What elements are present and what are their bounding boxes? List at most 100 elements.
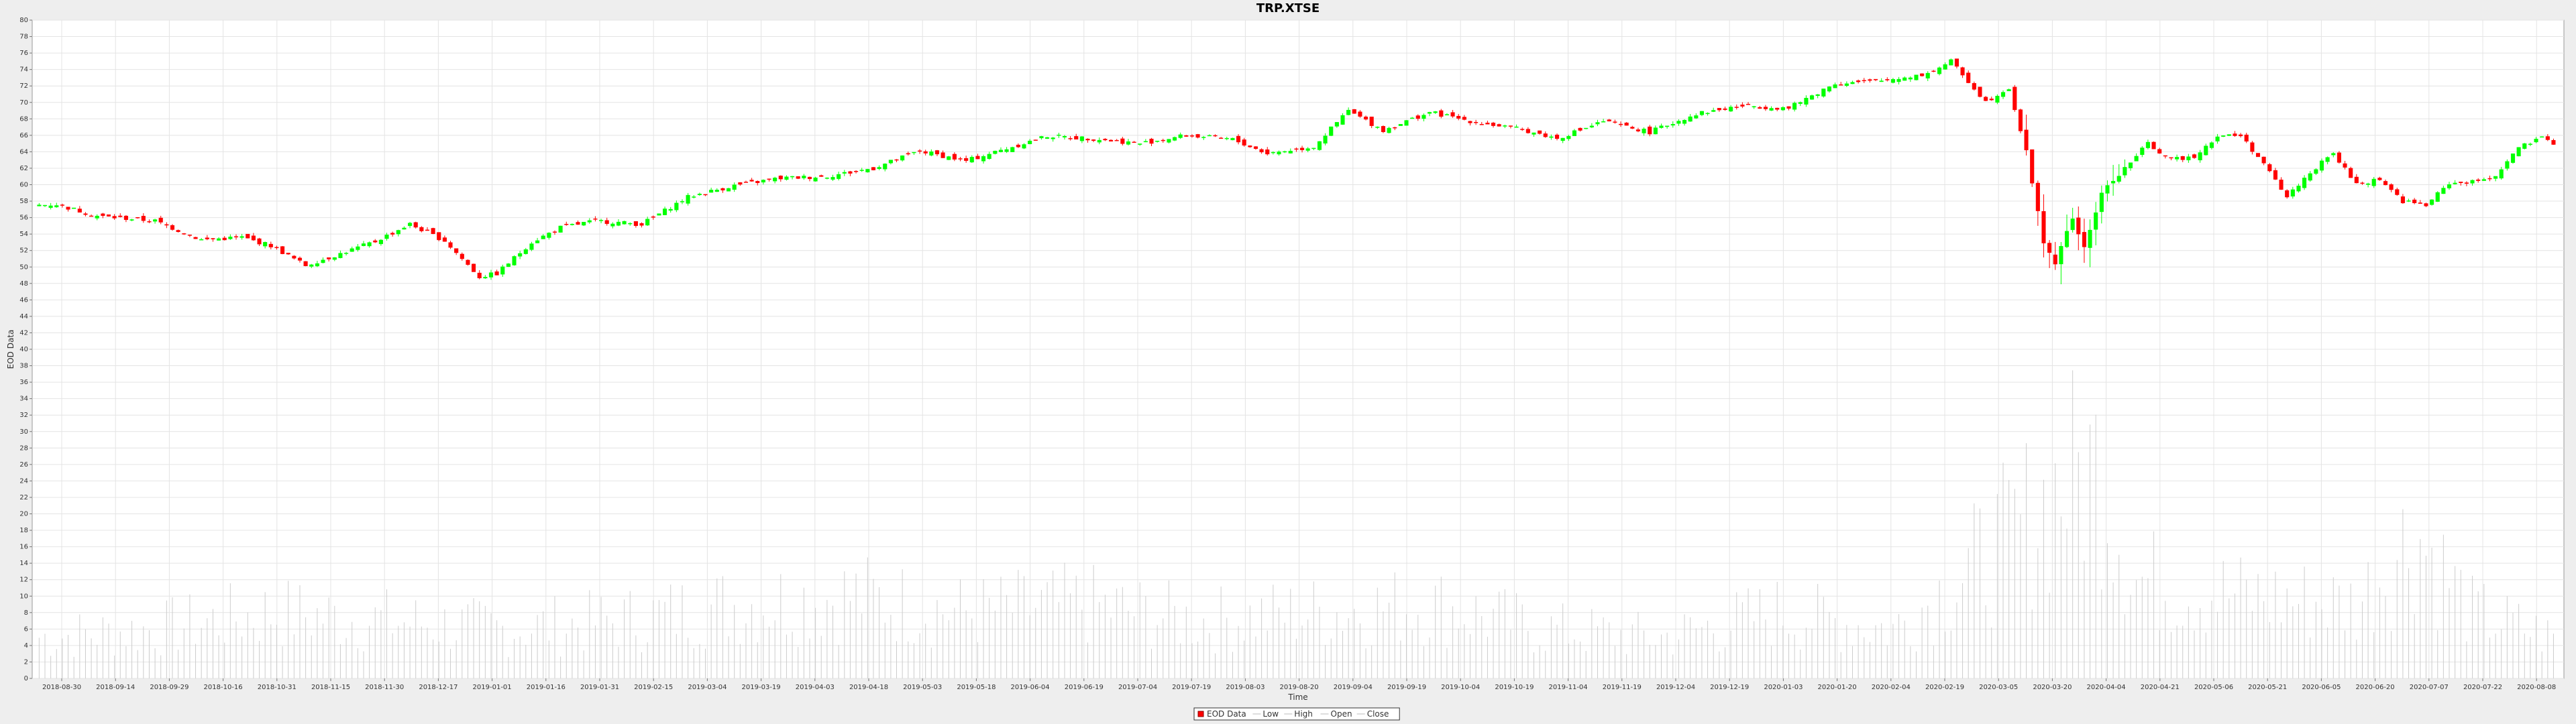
y-tick-label: 52 xyxy=(19,247,28,255)
candle-body xyxy=(633,221,638,226)
grid-lines xyxy=(32,19,2564,679)
candle-body xyxy=(1850,82,1855,84)
candle-body xyxy=(610,223,615,227)
candle-body xyxy=(570,224,574,225)
candle-body xyxy=(2319,160,2324,171)
x-tick-label: 2018-11-30 xyxy=(365,684,404,691)
candle-body xyxy=(1456,115,1461,119)
candle-body xyxy=(378,239,383,245)
x-tick-label: 2019-10-19 xyxy=(1495,684,1534,691)
candle-body xyxy=(2018,109,2023,131)
candle-body xyxy=(136,217,140,219)
candle-body xyxy=(1543,133,1548,137)
x-tick-label: 2020-07-07 xyxy=(2410,684,2449,691)
candle-body xyxy=(1462,117,1466,120)
legend-label-low: Low xyxy=(1263,709,1279,719)
candle-body xyxy=(1044,137,1050,139)
candle-body xyxy=(1068,138,1073,139)
x-tick-label: 2018-11-15 xyxy=(311,684,350,691)
candle-body xyxy=(1085,138,1090,141)
candle-body xyxy=(1711,110,1716,112)
candle-body xyxy=(2447,184,2452,188)
candle-body xyxy=(1682,120,1687,124)
candle-body xyxy=(2279,179,2284,190)
candle-body xyxy=(268,243,273,247)
y-tick-label: 62 xyxy=(19,165,28,172)
candle-body xyxy=(1381,126,1386,132)
candle-body xyxy=(1665,125,1670,127)
x-tick-label: 2019-11-04 xyxy=(1549,684,1588,691)
candle-body xyxy=(2000,92,2006,97)
candle-body xyxy=(2464,182,2469,184)
candle-body xyxy=(1074,136,1079,140)
candle-body xyxy=(2239,134,2243,137)
candle-body xyxy=(1288,151,1293,154)
y-tick-label: 0 xyxy=(24,675,28,682)
candle-body xyxy=(350,248,354,252)
candle-body xyxy=(1189,135,1195,137)
y-tick-label: 30 xyxy=(19,428,28,436)
candle-body xyxy=(732,184,737,190)
x-tick-label: 2019-10-04 xyxy=(1441,684,1480,691)
candle-body xyxy=(2116,176,2121,182)
candle-body xyxy=(1885,79,1890,80)
candle-body xyxy=(1271,152,1275,154)
candle-body xyxy=(2233,133,2237,136)
y-tick-label: 20 xyxy=(19,511,28,518)
candle-body xyxy=(1896,78,1901,82)
candle-body xyxy=(257,238,262,245)
y-tick-label: 10 xyxy=(19,593,28,600)
candle-body xyxy=(274,247,279,249)
candle-body xyxy=(929,152,934,156)
candle-body xyxy=(1491,123,1496,126)
candle-body xyxy=(48,205,53,208)
candle-body xyxy=(2250,142,2255,152)
candle-body xyxy=(1694,115,1699,119)
candle-body xyxy=(535,240,540,243)
candle-body xyxy=(1265,149,1270,155)
candle-body xyxy=(2406,200,2411,202)
x-axis: 2018-08-30 2018-09-14 2018-09-29 2018-10-16… xyxy=(42,678,2556,691)
y-tick-label: 38 xyxy=(19,363,28,370)
candle-body xyxy=(1132,141,1136,143)
candle-body xyxy=(923,151,928,154)
candle-body xyxy=(2470,180,2475,184)
candle-body xyxy=(2296,186,2301,192)
candle-body xyxy=(2349,168,2353,178)
candle-body xyxy=(558,225,563,233)
candle-body xyxy=(2059,246,2063,265)
candle-body xyxy=(2273,170,2277,180)
candle-body xyxy=(761,180,765,183)
candle-body xyxy=(1890,79,1895,83)
candle-body xyxy=(1931,70,1936,72)
candle-body xyxy=(2424,203,2428,206)
x-tick-label: 2018-12-17 xyxy=(419,684,458,691)
y-tick-label: 72 xyxy=(19,82,28,90)
candle-body xyxy=(2035,182,2040,211)
candle-body xyxy=(2545,136,2550,140)
candle-body xyxy=(1219,137,1224,139)
candle-body xyxy=(2099,192,2104,213)
candle-body xyxy=(1450,112,1455,117)
candle-body xyxy=(848,171,853,174)
candle-body xyxy=(541,235,545,239)
candle-body xyxy=(1439,110,1444,117)
candle-body xyxy=(1149,138,1154,144)
candle-body xyxy=(900,155,905,161)
candle-body xyxy=(1705,113,1710,115)
candle-body xyxy=(1352,109,1356,114)
candle-body xyxy=(1532,132,1536,135)
candle-body xyxy=(408,223,413,227)
candle-body xyxy=(373,240,378,243)
candle-body xyxy=(280,246,285,254)
x-tick-label: 2020-03-20 xyxy=(2033,684,2072,691)
candle-body xyxy=(413,222,418,228)
candle-body xyxy=(1248,145,1252,147)
y-tick-label: 64 xyxy=(19,148,28,156)
candle-body xyxy=(1103,139,1108,141)
candle-body xyxy=(390,233,395,235)
candle-body xyxy=(1740,105,1745,107)
candle-body xyxy=(802,176,806,178)
candle-body xyxy=(1427,112,1432,114)
candle-body xyxy=(315,263,319,267)
